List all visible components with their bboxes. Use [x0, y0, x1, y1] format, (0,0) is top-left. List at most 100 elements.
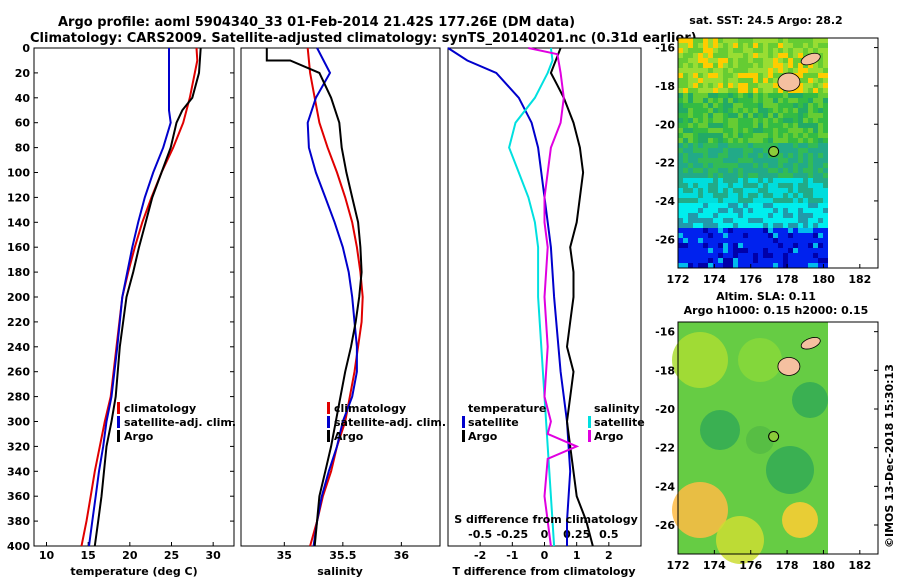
sst-cell: [748, 148, 754, 154]
sst-cell: [743, 58, 749, 64]
sst-cell: [808, 93, 814, 99]
sst-cell: [748, 48, 754, 54]
lon-tick-label: 178: [776, 273, 799, 286]
sst-cell: [733, 153, 739, 159]
sst-cell: [718, 203, 724, 209]
sst-cell: [683, 183, 689, 189]
sst-cell: [763, 53, 769, 59]
sst-cell: [688, 93, 694, 99]
sst-cell: [793, 258, 799, 264]
temperature-xlabel: temperature (deg C): [70, 565, 197, 578]
sst-cell: [733, 158, 739, 164]
sst-cell: [698, 203, 704, 209]
sst-cell: [753, 163, 759, 169]
series-line-t-argo: [549, 47, 594, 547]
sst-cell: [718, 243, 724, 249]
s-diff-tick-label: -0.5: [468, 528, 492, 541]
sst-cell: [733, 103, 739, 109]
sst-cell: [768, 263, 774, 269]
sst-cell: [733, 218, 739, 224]
sst-cell: [743, 98, 749, 104]
sst-cell: [758, 138, 764, 144]
sst-cell: [758, 158, 764, 164]
sst-cell: [693, 83, 699, 89]
temperature-legend: climatology satellite-adj. clim. Argo: [117, 402, 236, 443]
sst-cell: [683, 68, 689, 74]
island-viti-levu: [777, 357, 801, 376]
sst-cell: [803, 148, 809, 154]
sst-cell: [753, 103, 759, 109]
sst-cell: [753, 88, 759, 94]
sst-cell: [723, 198, 729, 204]
depth-tick-label: 220: [7, 316, 30, 329]
sst-cell: [753, 118, 759, 124]
sst-cell: [758, 108, 764, 114]
sst-cell: [683, 173, 689, 179]
sst-cell: [748, 78, 754, 84]
sst-cell: [703, 153, 709, 159]
sst-cell: [743, 173, 749, 179]
lon-tick-label: 178: [776, 559, 799, 572]
sst-cell: [818, 83, 824, 89]
sst-cell: [823, 203, 829, 209]
sst-cell: [683, 118, 689, 124]
sst-cell: [708, 133, 714, 139]
sst-cell: [723, 243, 729, 249]
sst-cell: [748, 188, 754, 194]
sst-cell: [703, 58, 709, 64]
sst-cell: [793, 98, 799, 104]
sst-cell: [773, 103, 779, 109]
sst-cell: [793, 158, 799, 164]
sst-cell: [783, 123, 789, 129]
sst-cell: [818, 223, 824, 229]
sst-cell: [763, 98, 769, 104]
sst-cell: [778, 88, 784, 94]
sst-cell: [773, 68, 779, 74]
sst-cell: [793, 233, 799, 239]
sst-cell: [783, 48, 789, 54]
sst-cell: [773, 228, 779, 234]
sst-cell: [698, 133, 704, 139]
sst-cell: [693, 228, 699, 234]
sla-blob: [672, 482, 728, 538]
sst-cell: [813, 188, 819, 194]
sst-cell: [778, 128, 784, 134]
sst-cell: [808, 108, 814, 114]
sst-cell: [708, 233, 714, 239]
sst-cell: [733, 238, 739, 244]
sst-cell: [773, 38, 779, 44]
sst-cell: [758, 168, 764, 174]
lat-tick-label: -16: [655, 326, 675, 339]
sla-lat-axis: -16-18-20-22-24-26: [655, 326, 878, 532]
sst-cell: [743, 253, 749, 259]
sst-cell: [693, 173, 699, 179]
sst-cell: [818, 138, 824, 144]
sst-cell: [753, 153, 759, 159]
sst-cell: [713, 123, 719, 129]
sst-cell: [688, 178, 694, 184]
sst-cell: [738, 123, 744, 129]
sst-cell: [688, 173, 694, 179]
sst-cell: [768, 238, 774, 244]
sst-cell: [728, 188, 734, 194]
sst-cell: [678, 258, 684, 264]
sst-cell: [698, 118, 704, 124]
sst-cell: [703, 223, 709, 229]
sst-cell: [728, 63, 734, 69]
sst-cell: [713, 63, 719, 69]
sst-cell: [698, 143, 704, 149]
sst-cell: [768, 178, 774, 184]
sst-cell: [778, 253, 784, 259]
sst-cell: [708, 203, 714, 209]
sst-cell: [698, 258, 704, 264]
sst-cell: [693, 158, 699, 164]
sst-cell: [703, 148, 709, 154]
sst-cell: [818, 148, 824, 154]
sst-cell: [698, 53, 704, 59]
sst-cell: [678, 83, 684, 89]
sst-cell: [818, 243, 824, 249]
sst-cell: [798, 238, 804, 244]
sst-cell: [723, 168, 729, 174]
sst-cell: [693, 128, 699, 134]
sst-cell: [693, 248, 699, 254]
